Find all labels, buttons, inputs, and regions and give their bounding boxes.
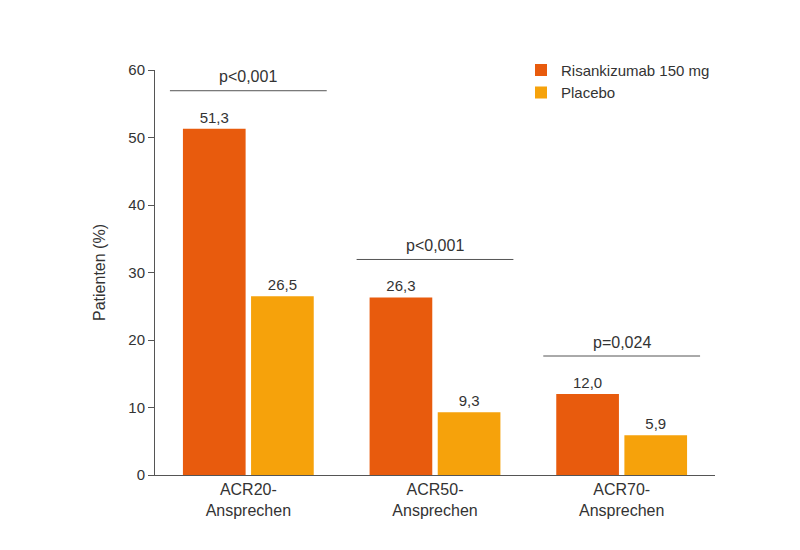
- svg-text:51,3: 51,3: [200, 109, 229, 126]
- svg-text:ACR50-Ansprechen: ACR50-Ansprechen: [392, 481, 477, 519]
- svg-text:p<0,001: p<0,001: [406, 237, 464, 254]
- svg-text:30: 30: [128, 264, 145, 281]
- svg-text:40: 40: [128, 196, 145, 213]
- svg-text:0: 0: [137, 466, 145, 483]
- svg-text:p=0,024: p=0,024: [593, 334, 651, 351]
- svg-text:Placebo: Placebo: [561, 84, 615, 101]
- svg-text:Risankizumab 150 mg: Risankizumab 150 mg: [561, 62, 709, 79]
- svg-text:ACR70-Ansprechen: ACR70-Ansprechen: [579, 481, 664, 519]
- svg-text:ACR20-Ansprechen: ACR20-Ansprechen: [206, 481, 291, 519]
- svg-text:5,9: 5,9: [645, 415, 666, 432]
- svg-text:Patienten (%): Patienten (%): [91, 224, 108, 321]
- svg-text:26,3: 26,3: [386, 277, 415, 294]
- svg-text:10: 10: [128, 399, 145, 416]
- svg-text:50: 50: [128, 129, 145, 146]
- svg-text:26,5: 26,5: [268, 276, 297, 293]
- svg-text:12,0: 12,0: [573, 374, 602, 391]
- svg-text:9,3: 9,3: [459, 392, 480, 409]
- svg-text:p<0,001: p<0,001: [219, 68, 277, 85]
- svg-text:20: 20: [128, 331, 145, 348]
- svg-text:60: 60: [128, 61, 145, 78]
